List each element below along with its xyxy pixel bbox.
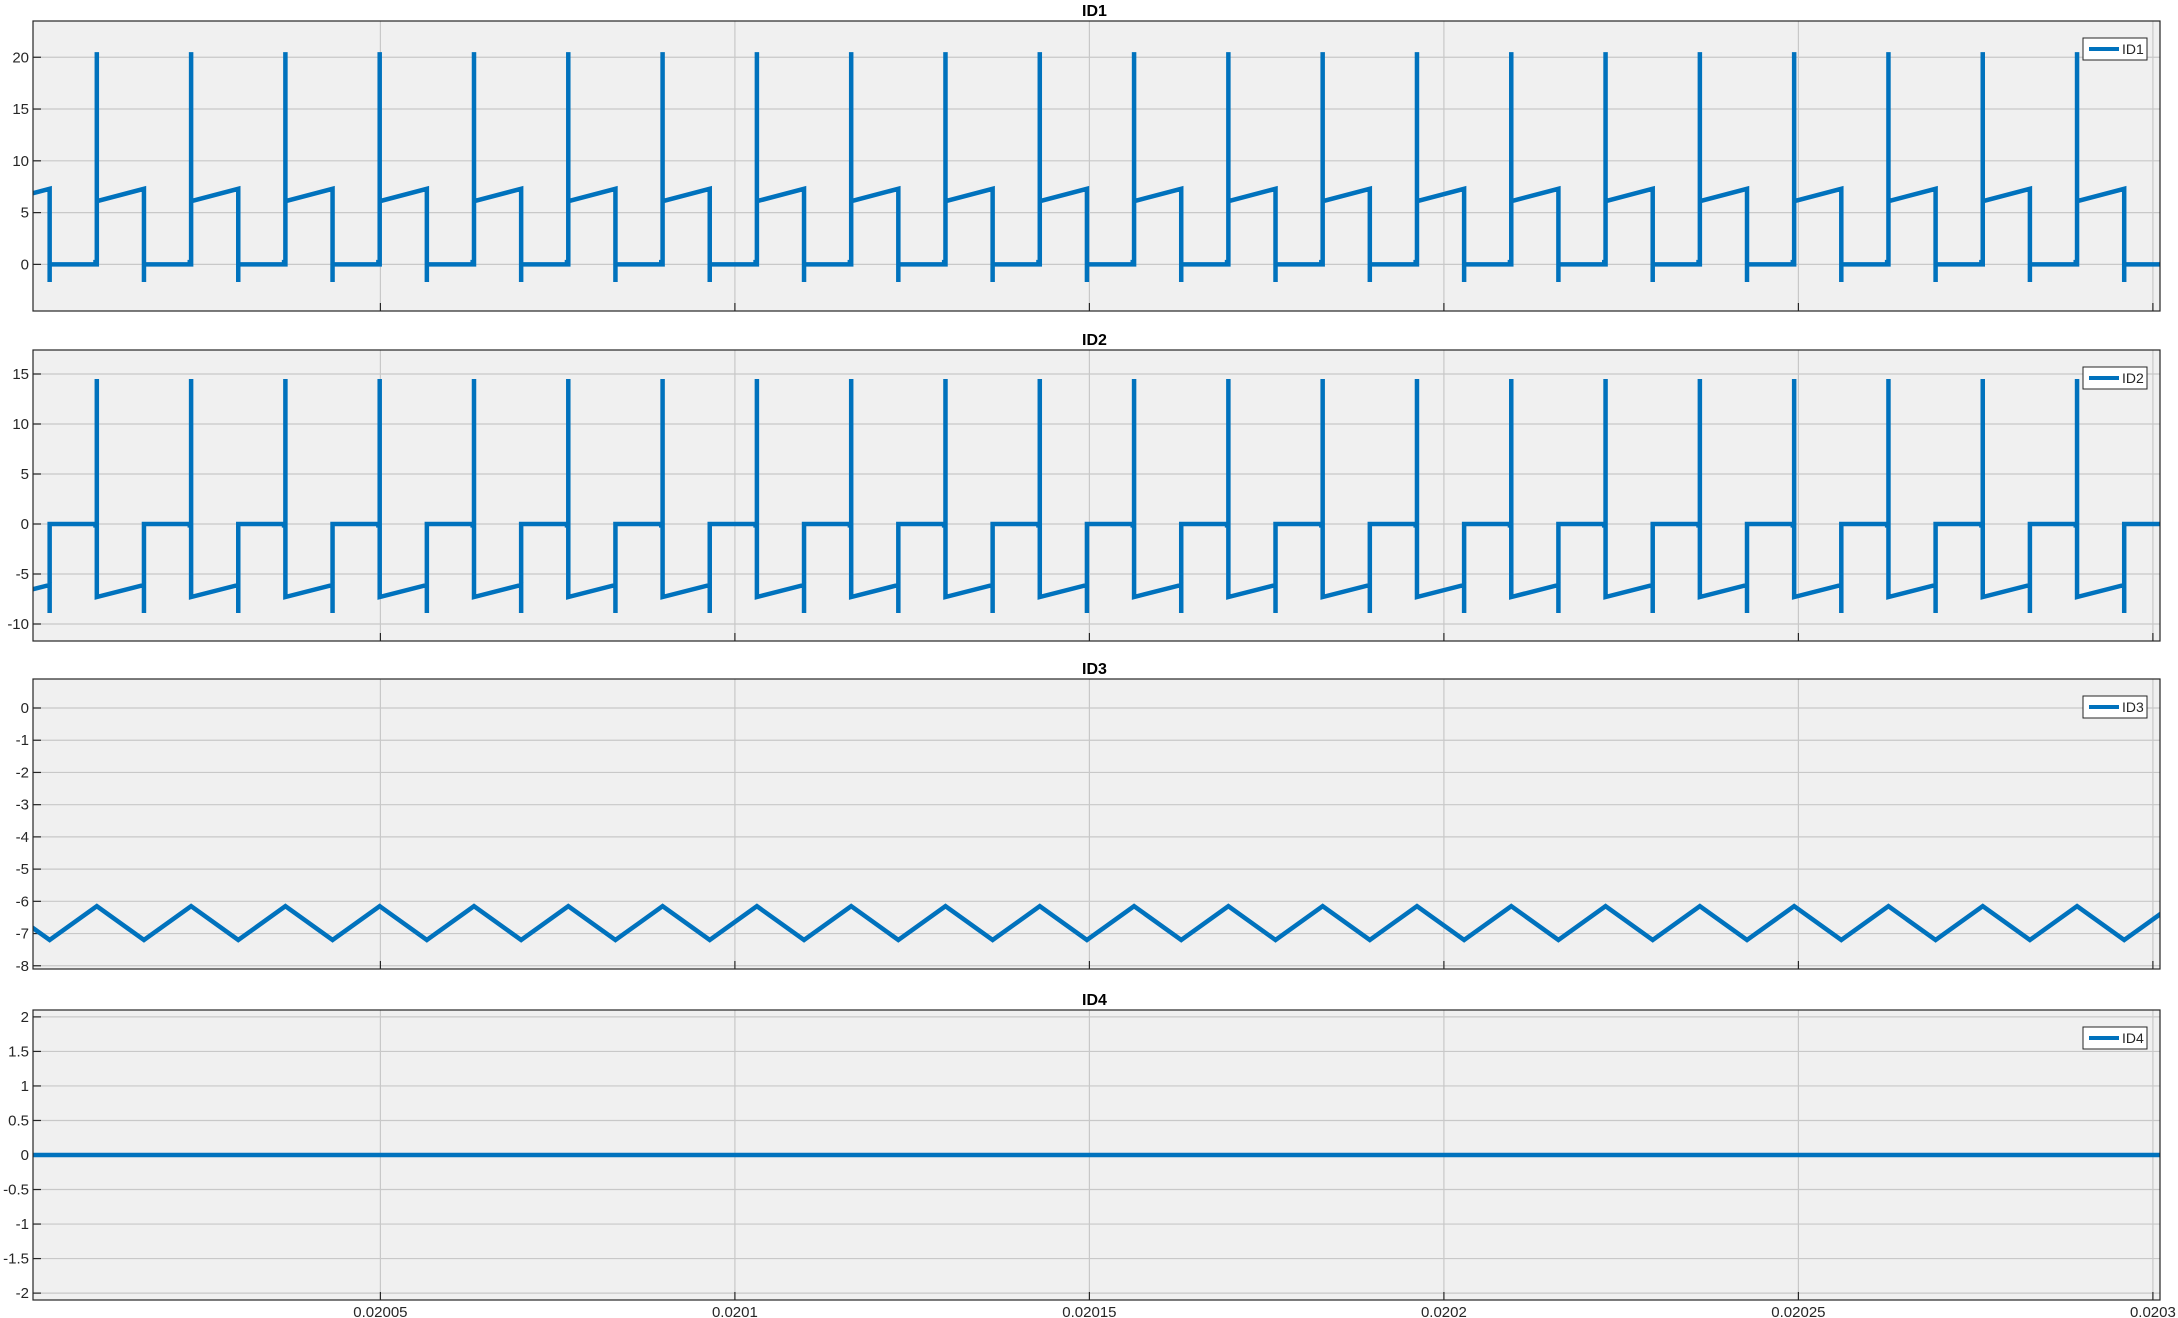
legend[interactable]: ID2 <box>2082 366 2148 390</box>
y-tick-label: 15 <box>12 366 29 383</box>
y-tick-label: -0.5 <box>3 1182 29 1199</box>
y-tick-label: 1.5 <box>8 1043 29 1060</box>
legend[interactable]: ID3 <box>2082 695 2148 719</box>
y-tick-label: -3 <box>16 797 29 814</box>
legend-label: ID1 <box>2122 41 2144 57</box>
series-line-id3 <box>33 903 2160 943</box>
panel-id1: 0 5 10 15 20 ID1 ID1 <box>12 3 2161 312</box>
x-tick-label: 0.0203 <box>2130 1304 2176 1318</box>
y-tick-label: 20 <box>12 49 29 66</box>
y-tick-label: 0 <box>21 700 29 717</box>
y-tick-label: -8 <box>16 958 29 975</box>
y-tick-label: 0.5 <box>8 1112 29 1129</box>
plot-frame <box>32 678 2161 970</box>
legend-label: ID4 <box>2122 1030 2144 1046</box>
chart-title: ID4 <box>1082 992 1107 1009</box>
y-tick-label: 1 <box>21 1078 29 1095</box>
y-tick-label: -1 <box>16 1216 29 1233</box>
y-tick-label: -7 <box>16 926 29 943</box>
plot-area <box>33 679 2160 969</box>
y-tick-label: -5 <box>16 861 29 878</box>
legend-label: ID3 <box>2122 699 2144 715</box>
y-tick-label: 10 <box>12 153 29 170</box>
x-tick-label: 0.02005 <box>353 1304 407 1318</box>
legend[interactable]: ID1 <box>2082 37 2148 61</box>
x-tick-label: 0.02015 <box>1062 1304 1116 1318</box>
y-tick-label: 0 <box>21 1147 29 1164</box>
y-tick-label: -5 <box>16 566 29 583</box>
plot-frame <box>32 1009 2161 1301</box>
panel-id3: -8 -7 -6 -5 -4 -3 -2 -1 0 ID3 ID3 <box>16 661 2161 975</box>
y-tick-label: -1 <box>16 732 29 749</box>
panel-id2: -10 -5 0 5 10 15 ID2 ID2 <box>7 332 2161 642</box>
plot-frame <box>32 20 2161 312</box>
y-tick-label: 2 <box>21 1009 29 1026</box>
y-tick-label: -10 <box>7 616 29 633</box>
series-line-id1 <box>33 52 2160 282</box>
chart-title: ID3 <box>1082 661 1107 678</box>
legend-label: ID2 <box>2122 370 2144 386</box>
y-tick-label: -2 <box>16 764 29 781</box>
x-tick-label: 0.02025 <box>1771 1304 1825 1318</box>
y-tick-label: -1.5 <box>3 1251 29 1268</box>
y-tick-label: 5 <box>21 466 29 483</box>
legend[interactable]: ID4 <box>2082 1026 2148 1050</box>
y-tick-label: -6 <box>16 893 29 910</box>
y-tick-label: 15 <box>12 101 29 118</box>
y-tick-label: -2 <box>16 1285 29 1302</box>
y-tick-label: -4 <box>16 829 29 846</box>
panel-id4: -2 -1.5 -1 -0.5 0 0.5 1 1.5 2 0.02005 0.0201 0.0201… <box>3 992 2176 1318</box>
y-tick-label: 0 <box>21 516 29 533</box>
x-tick-label: 0.0201 <box>712 1304 758 1318</box>
y-tick-label: 5 <box>21 205 29 222</box>
series-line-id2 <box>33 379 2160 613</box>
x-tick-label: 0.0202 <box>1421 1304 1467 1318</box>
y-tick-label: 10 <box>12 416 29 433</box>
chart-title: ID1 <box>1082 3 1107 20</box>
plot-frame <box>32 349 2161 642</box>
y-tick-label: 0 <box>21 256 29 273</box>
chart-title: ID2 <box>1082 332 1107 349</box>
